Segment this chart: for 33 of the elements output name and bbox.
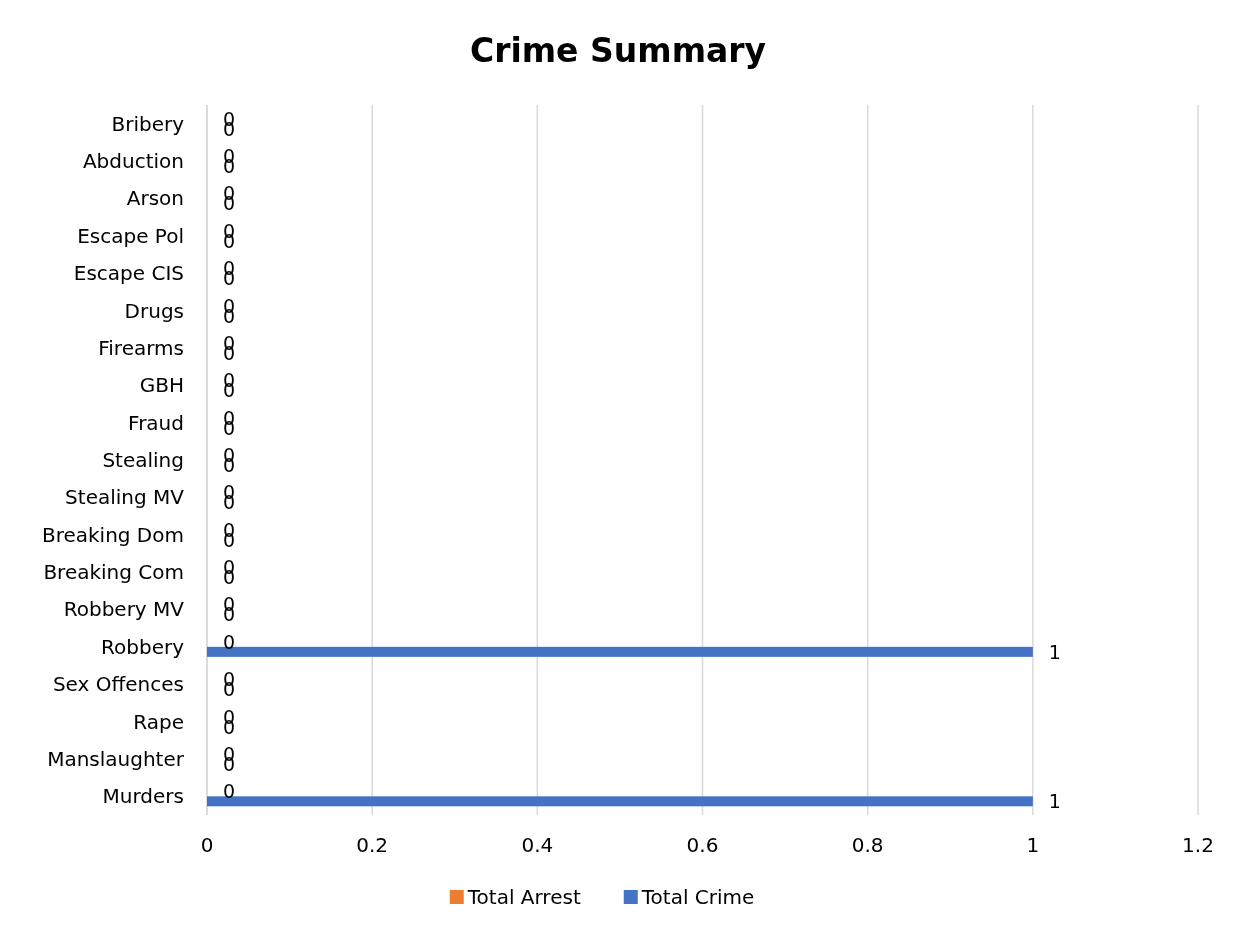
y-tick-label: Breaking Com: [43, 560, 184, 585]
y-tick-label: Rape: [133, 709, 184, 734]
y-tick-label: Arson: [126, 186, 184, 211]
x-tick-label: 0.4: [521, 833, 554, 857]
x-tick-label: 0.6: [686, 833, 719, 857]
x-tick-label: 1: [1026, 833, 1040, 857]
y-tick-label: Manslaughter: [47, 746, 185, 771]
x-tick-label: 1.2: [1182, 833, 1214, 857]
y-tick-label: Bribery: [111, 111, 185, 136]
y-tick-label: Fraud: [128, 410, 184, 435]
y-tick-label: GBH: [139, 373, 184, 398]
y-tick-label: Escape CIS: [73, 261, 184, 286]
y-tick-label: Sex Offences: [52, 672, 184, 697]
y-tick-label: Murders: [102, 784, 184, 809]
legend-label: Total Arrest: [466, 885, 581, 909]
y-tick-label: Robbery MV: [63, 597, 185, 622]
y-tick-label: Escape Pol: [77, 223, 184, 248]
y-tick-label: Firearms: [98, 335, 184, 360]
x-tick-label: 0.2: [356, 833, 389, 857]
y-tick-label: Stealing: [102, 448, 184, 472]
y-tick-label: Stealing MV: [65, 485, 185, 510]
data-label: 1: [1048, 790, 1061, 813]
y-tick-label: Drugs: [124, 298, 184, 323]
y-tick-label: Breaking Dom: [41, 522, 184, 547]
data-label: 0: [223, 780, 236, 803]
x-tick-label: 0: [200, 833, 214, 857]
legend-label: Total Crime: [640, 885, 755, 909]
y-tick-label: Robbery: [101, 634, 185, 659]
data-label: 0: [223, 630, 236, 653]
x-tick-label: 0.8: [851, 833, 884, 857]
data-label: 1: [1048, 640, 1061, 663]
y-tick-label: Abduction: [82, 149, 184, 174]
chart-title: Crime Summary: [469, 30, 767, 70]
